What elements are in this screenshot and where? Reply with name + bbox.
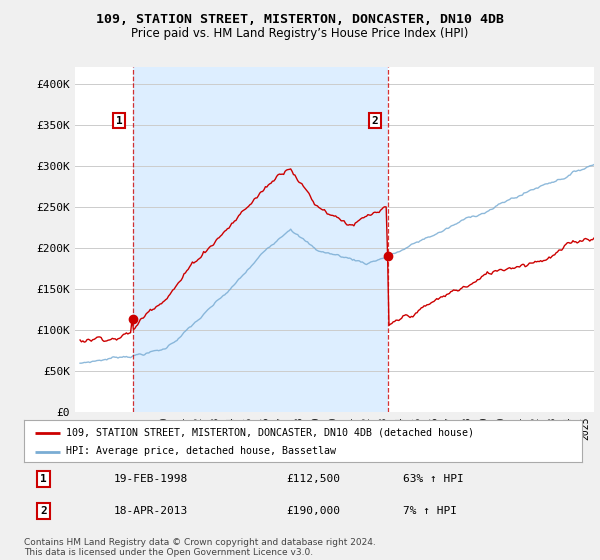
- Text: 1: 1: [40, 474, 47, 484]
- Text: 2: 2: [371, 115, 378, 125]
- Text: 63% ↑ HPI: 63% ↑ HPI: [403, 474, 464, 484]
- Text: 7% ↑ HPI: 7% ↑ HPI: [403, 506, 457, 516]
- Text: 19-FEB-1998: 19-FEB-1998: [113, 474, 188, 484]
- Text: Price paid vs. HM Land Registry’s House Price Index (HPI): Price paid vs. HM Land Registry’s House …: [131, 27, 469, 40]
- Text: 109, STATION STREET, MISTERTON, DONCASTER, DN10 4DB (detached house): 109, STATION STREET, MISTERTON, DONCASTE…: [66, 428, 474, 437]
- Text: 2: 2: [40, 506, 47, 516]
- Text: 18-APR-2013: 18-APR-2013: [113, 506, 188, 516]
- Text: HPI: Average price, detached house, Bassetlaw: HPI: Average price, detached house, Bass…: [66, 446, 336, 456]
- Text: Contains HM Land Registry data © Crown copyright and database right 2024.
This d: Contains HM Land Registry data © Crown c…: [24, 538, 376, 557]
- Text: 1: 1: [116, 115, 122, 125]
- Text: £190,000: £190,000: [286, 506, 340, 516]
- Text: 109, STATION STREET, MISTERTON, DONCASTER, DN10 4DB: 109, STATION STREET, MISTERTON, DONCASTE…: [96, 13, 504, 26]
- Bar: [133, 67, 388, 412]
- Text: £112,500: £112,500: [286, 474, 340, 484]
